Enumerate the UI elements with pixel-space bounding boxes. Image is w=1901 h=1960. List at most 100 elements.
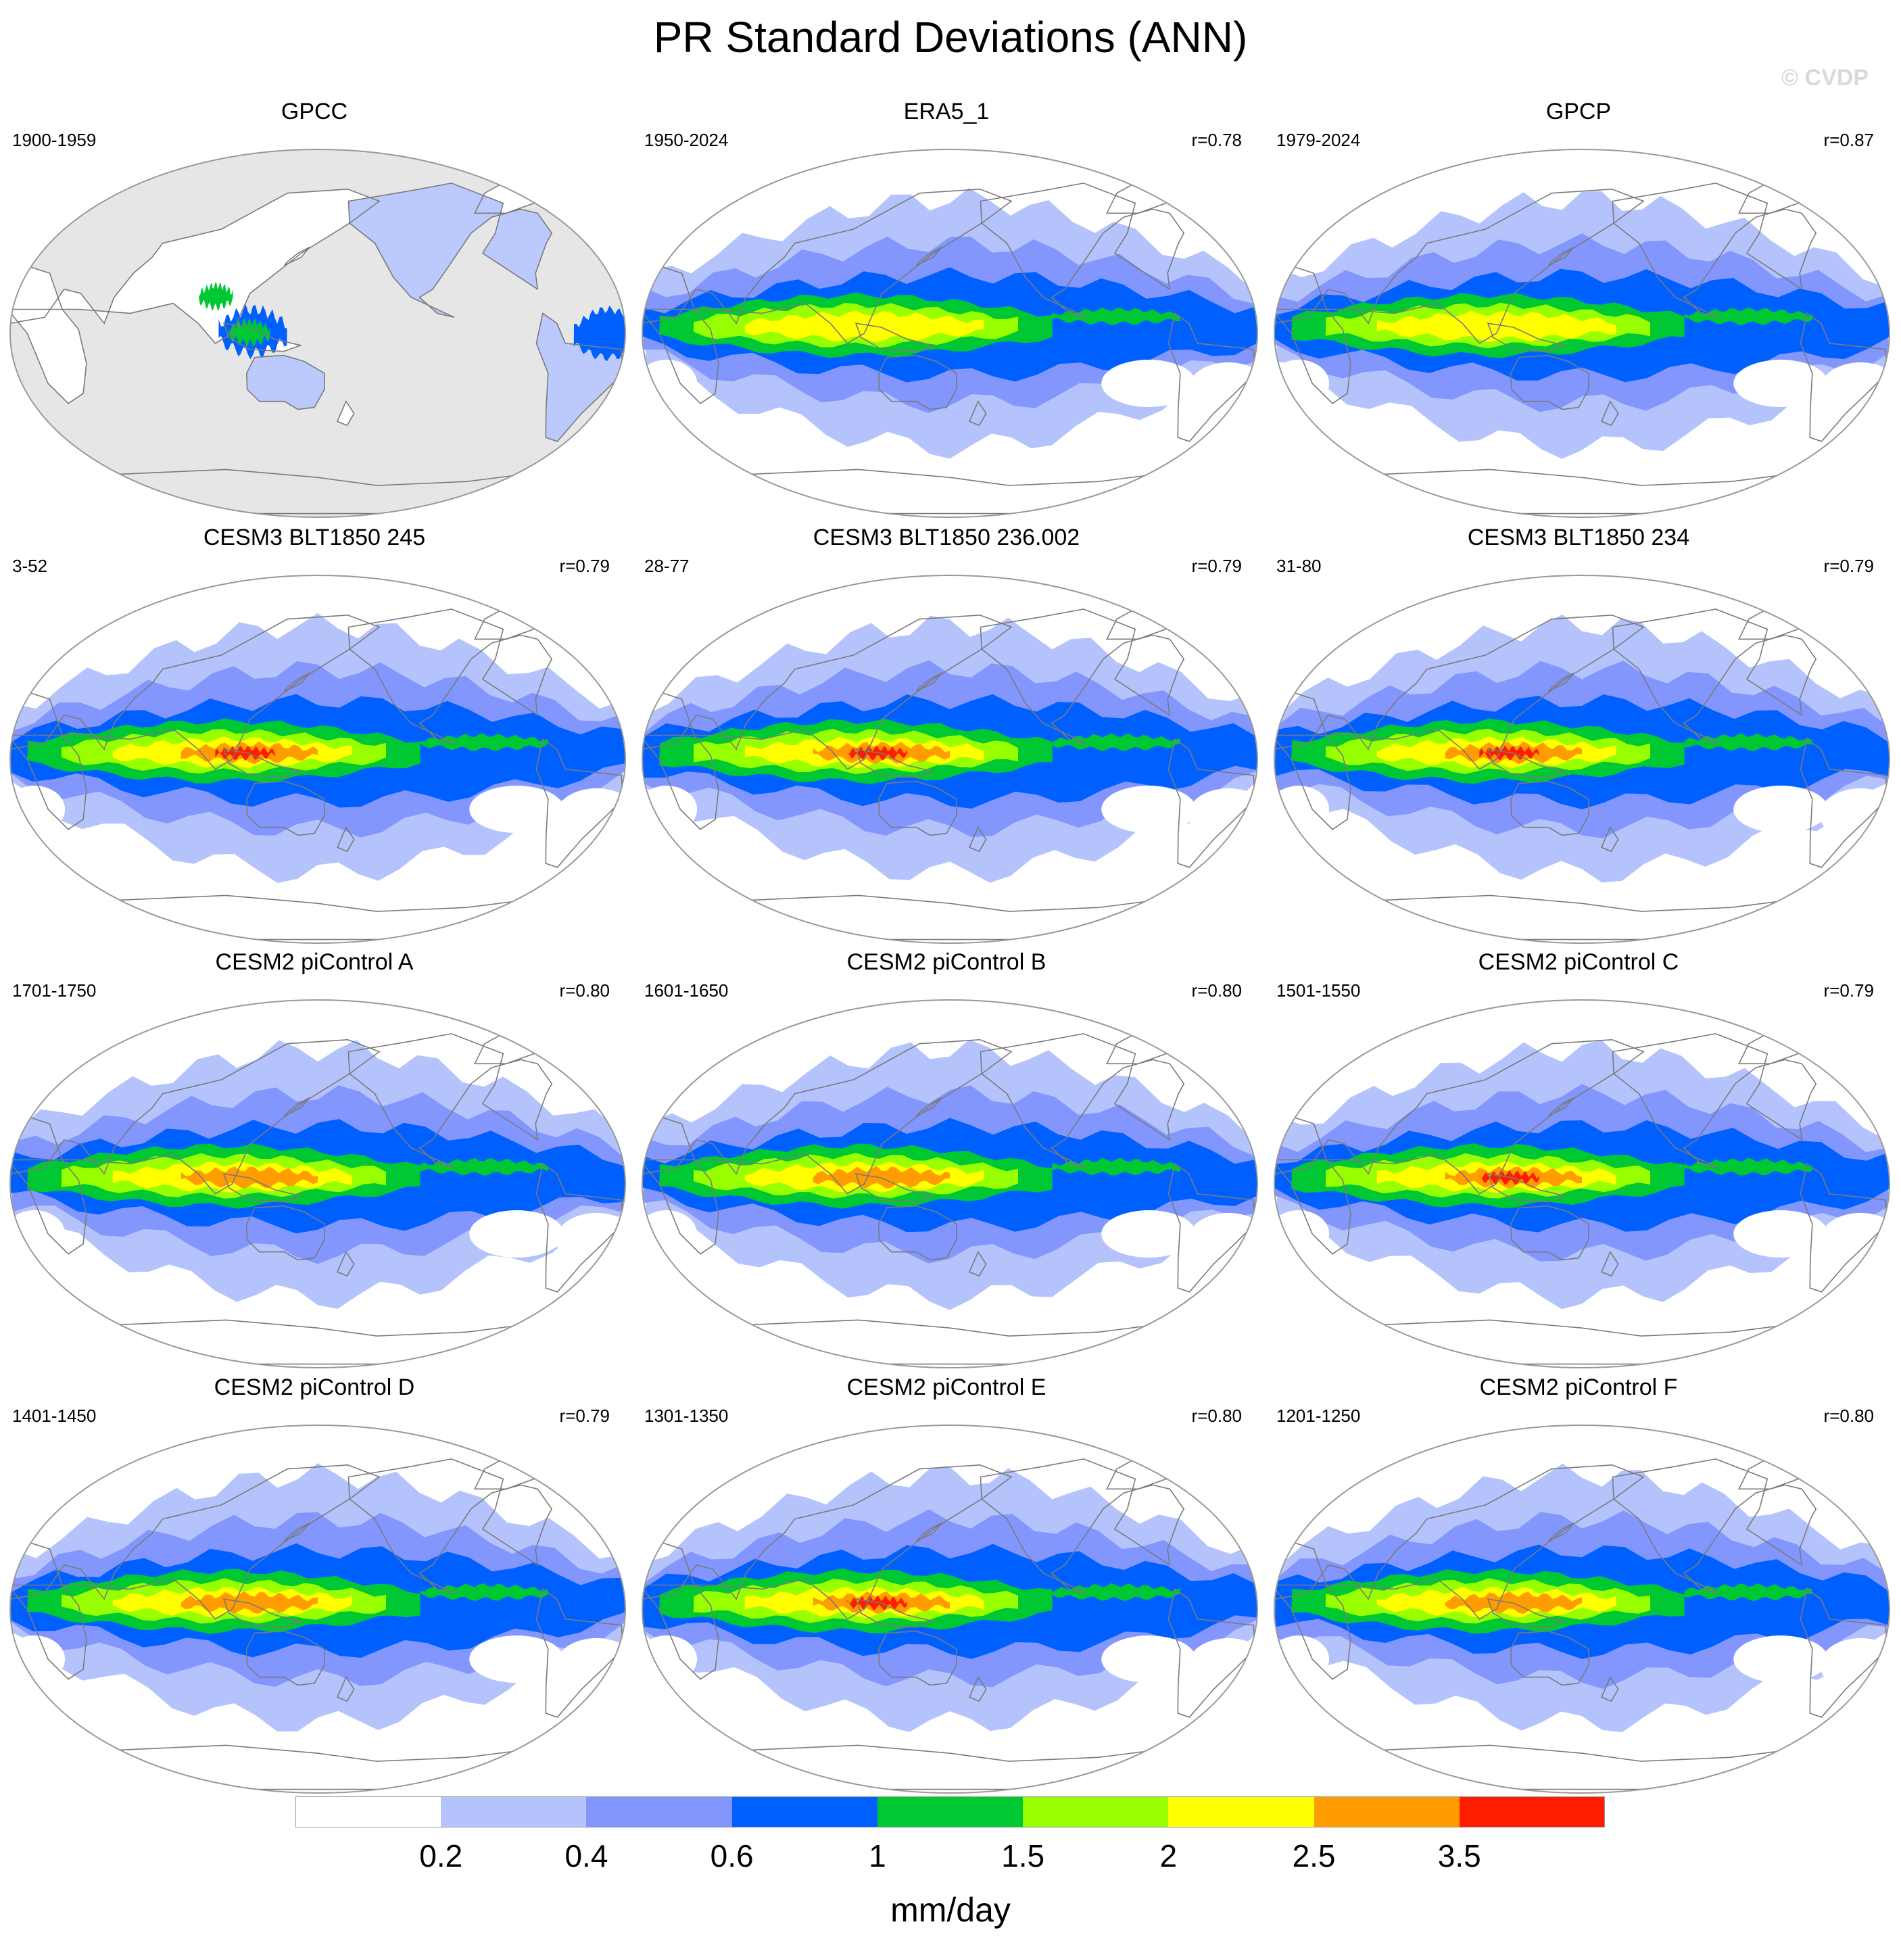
panel-pattern-correlation: r=0.80 bbox=[1823, 1406, 1874, 1426]
coastline-asia bbox=[10, 188, 381, 344]
coastline-asia bbox=[10, 614, 381, 770]
precip-land-patch bbox=[246, 355, 324, 410]
map-frame bbox=[642, 1425, 1258, 1794]
map-frame bbox=[9, 999, 626, 1368]
coastline-samerica bbox=[1168, 1588, 1255, 1718]
panel-pattern-correlation: r=0.78 bbox=[1191, 130, 1242, 150]
coastline-namerica bbox=[1612, 1458, 1817, 1594]
coastline-indonesia bbox=[222, 1598, 303, 1628]
map-frame bbox=[9, 1425, 626, 1794]
cvdp-watermark: © CVDP bbox=[1781, 65, 1869, 91]
east-pacific-itcz bbox=[1684, 1157, 1812, 1176]
map-panel: CESM2 piControl E 1301-1350 r=0.80 bbox=[632, 1375, 1261, 1800]
coastline-newzealand bbox=[1600, 1251, 1619, 1277]
colorbar bbox=[295, 1796, 1606, 1827]
colorbar-units: mm/day bbox=[890, 1891, 1011, 1929]
precip-land-patch bbox=[536, 313, 623, 441]
coastline-indonesia bbox=[855, 1598, 935, 1628]
se-pacific-dry-zone bbox=[469, 1635, 564, 1683]
map-panel: CESM3 BLT1850 236.002 28-77 r=0.79 bbox=[632, 525, 1261, 951]
coastline-indonesia bbox=[1487, 748, 1567, 778]
precip-monsoon bbox=[199, 281, 233, 311]
panel-title: GPCP bbox=[1545, 99, 1612, 124]
map-panel: GPCP 1979-2024 r=0.87 bbox=[1264, 99, 1893, 525]
coastline-australia bbox=[245, 354, 325, 410]
coastline-newzealand bbox=[336, 826, 355, 853]
coastline-africa bbox=[1274, 1538, 1351, 1680]
coastline-africa bbox=[642, 1538, 719, 1680]
robinson-map bbox=[1274, 999, 1890, 1368]
coastline-australia bbox=[245, 1205, 325, 1261]
coastline-japan bbox=[1548, 1097, 1574, 1117]
coastline-namerica bbox=[980, 1458, 1185, 1594]
east-pacific-itcz bbox=[420, 734, 548, 751]
panel-years: 28-77 bbox=[644, 556, 690, 576]
coastline-australia bbox=[1510, 1630, 1589, 1686]
map-panel: CESM2 piControl A 1701-1750 r=0.80 bbox=[0, 949, 629, 1375]
coastline-africa bbox=[1274, 262, 1351, 404]
coastline-japan bbox=[284, 672, 310, 692]
land-asia bbox=[10, 189, 380, 343]
coastline-africa bbox=[642, 1113, 719, 1255]
coastline-japan bbox=[916, 672, 942, 692]
panel-years: 3-52 bbox=[12, 556, 48, 576]
east-pacific-itcz bbox=[1052, 1583, 1180, 1601]
robinson-map bbox=[1274, 575, 1890, 944]
panel-title: CESM3 BLT1850 234 bbox=[1467, 525, 1690, 550]
map-panel: CESM2 piControl D 1401-1450 r=0.79 bbox=[0, 1375, 629, 1800]
map-panel: CESM3 BLT1850 245 3-52 r=0.79 bbox=[0, 525, 629, 951]
coastline-indonesia bbox=[855, 748, 935, 778]
coastline-australia bbox=[245, 780, 325, 836]
coastline-namerica bbox=[347, 183, 553, 318]
map-panel: GPCC 1900-1959 bbox=[0, 99, 629, 525]
coastline-australia bbox=[1510, 1205, 1589, 1261]
coastline-asia bbox=[642, 1038, 1013, 1195]
panel-pattern-correlation: r=0.80 bbox=[1191, 1406, 1242, 1426]
colorbar-swatch-1 bbox=[295, 1796, 441, 1827]
coastline-namerica bbox=[347, 1033, 553, 1169]
coastline-indonesia bbox=[222, 748, 303, 778]
coastline-namerica bbox=[980, 183, 1185, 318]
panel-pattern-correlation: r=0.80 bbox=[1191, 980, 1242, 1001]
panel-title: GPCC bbox=[281, 99, 348, 124]
coastline-newzealand bbox=[336, 400, 355, 427]
map-panel: CESM2 piControl F 1201-1250 r=0.80 bbox=[1264, 1375, 1893, 1800]
coastline-asia bbox=[10, 1464, 381, 1620]
coastline-namerica bbox=[1612, 608, 1817, 744]
coastline-samerica bbox=[1168, 1163, 1255, 1293]
map-frame bbox=[9, 575, 626, 944]
map-panel: CESM3 BLT1850 234 31-80 r=0.79 bbox=[1264, 525, 1893, 951]
panel-title: CESM2 piControl F bbox=[1479, 1375, 1678, 1400]
east-pacific-itcz bbox=[420, 1583, 548, 1601]
coastline-japan bbox=[1548, 1522, 1574, 1542]
coastline-samerica bbox=[535, 1163, 623, 1293]
coastline-japan bbox=[1548, 672, 1574, 692]
coastline-australia bbox=[245, 1630, 325, 1686]
coastline-samerica bbox=[1800, 1588, 1887, 1718]
robinson-map bbox=[9, 999, 626, 1368]
east-pacific-itcz bbox=[1684, 733, 1812, 752]
coastline-indonesia bbox=[855, 1173, 935, 1203]
colorbar-swatch-5 bbox=[877, 1796, 1024, 1827]
coastline-africa bbox=[10, 1113, 87, 1255]
coastline-samerica bbox=[1168, 738, 1255, 868]
robinson-map bbox=[642, 575, 1258, 944]
panel-title: CESM2 piControl D bbox=[214, 1375, 415, 1400]
map-frame bbox=[9, 149, 626, 518]
coastline-asia bbox=[642, 188, 1013, 344]
robinson-map bbox=[9, 149, 626, 518]
coastline-newzealand bbox=[968, 400, 987, 427]
se-pacific-dry-zone bbox=[1101, 1210, 1197, 1258]
coastline-africa bbox=[642, 688, 719, 830]
panel-years: 1201-1250 bbox=[1276, 1406, 1361, 1426]
se-pacific-dry-zone bbox=[1101, 360, 1197, 408]
panel-pattern-correlation: r=0.79 bbox=[1823, 980, 1874, 1001]
colorbar-tick-label: 2.5 bbox=[1292, 1838, 1336, 1873]
coastline-australia bbox=[877, 780, 957, 836]
robinson-map bbox=[1274, 149, 1890, 518]
east-pacific-itcz bbox=[420, 1157, 548, 1176]
east-pacific-itcz bbox=[1684, 1583, 1812, 1602]
coastline-newzealand bbox=[336, 1251, 355, 1277]
coastline-newzealand bbox=[968, 1251, 987, 1277]
se-pacific-dry-zone bbox=[1733, 1210, 1829, 1258]
